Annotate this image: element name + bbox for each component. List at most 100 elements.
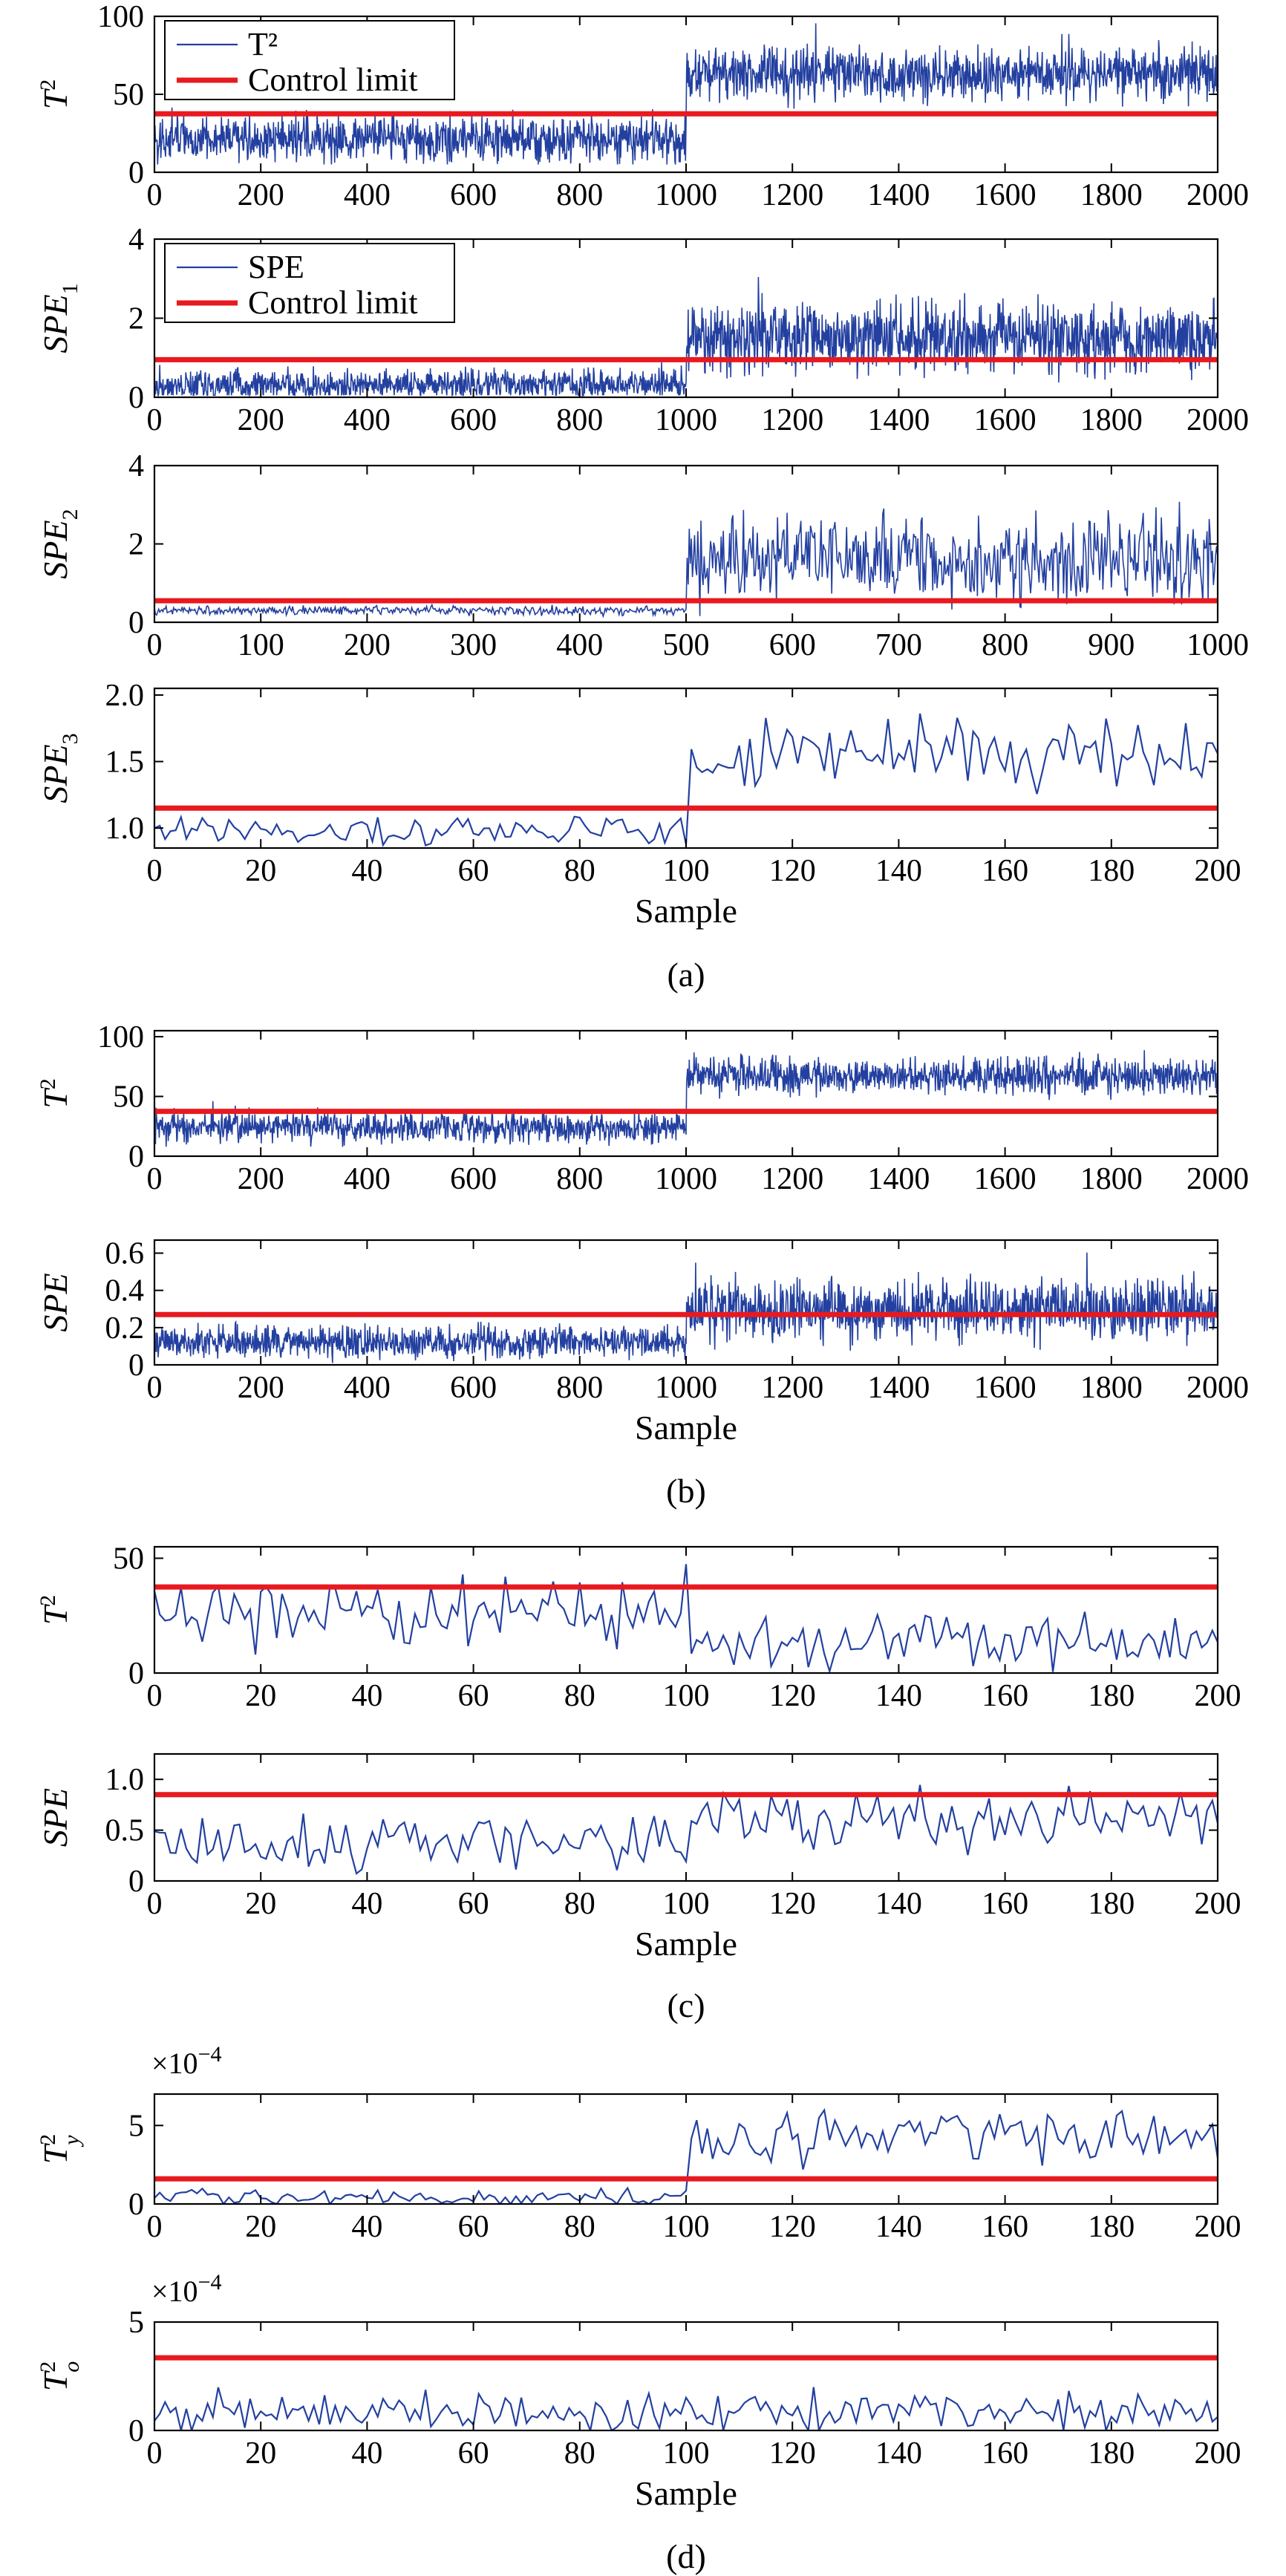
x-tick-label: 200 — [238, 403, 284, 437]
y-tick-label: 50 — [113, 1542, 144, 1576]
y-axis-label-base: T — [36, 2142, 74, 2164]
y-tick-label: 4 — [128, 449, 144, 483]
y-axis-label-sup: 2 — [36, 1595, 60, 1606]
x-tick-label: 80 — [564, 854, 595, 888]
x-tick-label: 1000 — [655, 403, 717, 437]
x-tick-label: 140 — [875, 1887, 922, 1921]
y-axis-label: T2 — [36, 1078, 74, 1109]
y-axis-label-sup: 2 — [36, 2134, 60, 2145]
x-tick-label: 200 — [238, 1371, 284, 1405]
y-axis-label-sub: 2 — [58, 509, 82, 520]
x-tick-label: 0 — [147, 1162, 163, 1196]
y-tick-label: 2 — [128, 302, 144, 336]
x-tick-label: 600 — [450, 178, 497, 212]
x-tick-label: 400 — [344, 178, 391, 212]
legend-signal-label: T² — [248, 26, 278, 62]
x-tick-label: 80 — [564, 1679, 595, 1713]
y-tick-label: 0.5 — [105, 1814, 145, 1848]
panel-a4: 0 20 40 60 80 100 120 140 160 180 200 1.0 1.5 2.0 SPE3… — [36, 679, 1241, 930]
x-tick-label: 1800 — [1080, 1162, 1143, 1196]
x-tick-label: 80 — [564, 2436, 595, 2471]
x-tick-label: 0 — [147, 1679, 163, 1713]
x-axis-label: Sample — [635, 2474, 737, 2512]
x-tick-label: 100 — [663, 1887, 710, 1921]
y-axis-label-sub: 3 — [58, 733, 82, 744]
y-tick-label: 50 — [113, 1080, 144, 1115]
y-tick-label: 0 — [128, 1657, 144, 1691]
x-tick-label: 1200 — [761, 1371, 823, 1405]
y-axis-label: SPE3 — [36, 733, 82, 803]
y-axis-label: T2y — [36, 2134, 84, 2165]
signal-line-c2 — [154, 1784, 1218, 1875]
y-tick-label: 1.0 — [105, 812, 145, 846]
x-tick-label: 60 — [458, 854, 489, 888]
axes-frame-d2 — [153, 2321, 1219, 2432]
y-axis-label-base: T — [36, 2370, 74, 2391]
x-tick-label: 40 — [351, 854, 382, 888]
x-tick-label: 20 — [245, 1679, 276, 1713]
x-tick-label: 140 — [875, 854, 922, 888]
legend-box — [164, 20, 455, 100]
x-tick-label: 100 — [663, 854, 710, 888]
x-tick-label: 60 — [458, 1887, 489, 1921]
x-tick-label: 1600 — [974, 1371, 1037, 1405]
x-tick-label: 200 — [1195, 1679, 1241, 1713]
x-tick-label: 20 — [245, 854, 276, 888]
x-tick-label: 400 — [344, 403, 391, 437]
x-tick-label: 800 — [556, 1162, 603, 1196]
legend-limit-label: Control limit — [248, 62, 418, 98]
y-tick-label: 5 — [128, 2109, 144, 2143]
y-tick-label: 0 — [128, 1865, 144, 1899]
x-tick-label: 300 — [450, 628, 497, 662]
legend-limit-label: Control limit — [248, 284, 418, 321]
y-axis-label: SPE — [36, 1788, 74, 1847]
x-tick-label: 200 — [1195, 1887, 1241, 1921]
y-axis-label-base: SPE — [36, 294, 74, 353]
signal-line-a1 — [154, 23, 1218, 165]
x-tick-label: 500 — [663, 628, 710, 662]
x-tick-label: 800 — [556, 1371, 603, 1405]
x-tick-label: 1400 — [867, 403, 930, 437]
caption-d: (d) — [666, 2537, 706, 2575]
x-tick-label: 2000 — [1187, 403, 1249, 437]
x-tick-label: 40 — [351, 1887, 382, 1921]
x-tick-label: 1600 — [974, 403, 1037, 437]
x-tick-label: 2000 — [1187, 178, 1249, 212]
x-tick-label: 100 — [238, 628, 284, 662]
signal-line-d2 — [154, 2387, 1218, 2430]
y-axis-label-base: SPE — [36, 1273, 74, 1331]
x-tick-label: 400 — [344, 1371, 391, 1405]
panel-a1: 0 200 400 600 800 1000 1200 1400 1600 1800 2000 0 50… — [36, 0, 1249, 212]
y-multiplier-base: ×10 — [151, 2047, 198, 2080]
x-tick-label: 1000 — [655, 1162, 717, 1196]
y-tick-label: 1.0 — [105, 1763, 145, 1797]
x-tick-label: 180 — [1088, 2436, 1135, 2471]
panel-c1: 0 20 40 60 80 100 120 140 160 180 200 0 50 T2 — [36, 1542, 1241, 1713]
x-tick-label: 180 — [1088, 854, 1135, 888]
x-tick-label: 2000 — [1187, 1371, 1249, 1405]
x-axis-label: Sample — [635, 892, 737, 930]
y-axis-label: T2 — [36, 1595, 74, 1626]
y-tick-label: 0 — [128, 2188, 144, 2222]
x-tick-label: 140 — [875, 2210, 922, 2244]
x-tick-label: 120 — [769, 2436, 816, 2471]
x-tick-label: 800 — [556, 403, 603, 437]
y-multiplier-exp: −4 — [198, 2270, 222, 2295]
y-tick-label: 0.6 — [105, 1237, 145, 1271]
x-tick-label: 40 — [351, 2436, 382, 2471]
y-multiplier: ×10−4 — [151, 2042, 221, 2080]
y-axis-label-base: T — [36, 88, 74, 109]
x-tick-label: 1200 — [761, 178, 823, 212]
x-tick-label: 160 — [982, 854, 1028, 888]
caption-a: (a) — [667, 956, 705, 994]
x-tick-label: 200 — [238, 178, 284, 212]
y-multiplier: ×10−4 — [151, 2270, 221, 2308]
x-axis-label: Sample — [635, 1925, 737, 1963]
y-tick-label: 2.0 — [105, 679, 145, 713]
x-tick-label: 160 — [982, 2436, 1028, 2471]
y-tick-label: 4 — [128, 223, 144, 257]
y-tick-label: 0.2 — [105, 1311, 145, 1346]
x-tick-label: 20 — [245, 2210, 276, 2244]
x-tick-label: 600 — [450, 1162, 497, 1196]
panel-b2: 0 200 400 600 800 1000 1200 1400 1600 1800 200000.… — [36, 1237, 1249, 1447]
